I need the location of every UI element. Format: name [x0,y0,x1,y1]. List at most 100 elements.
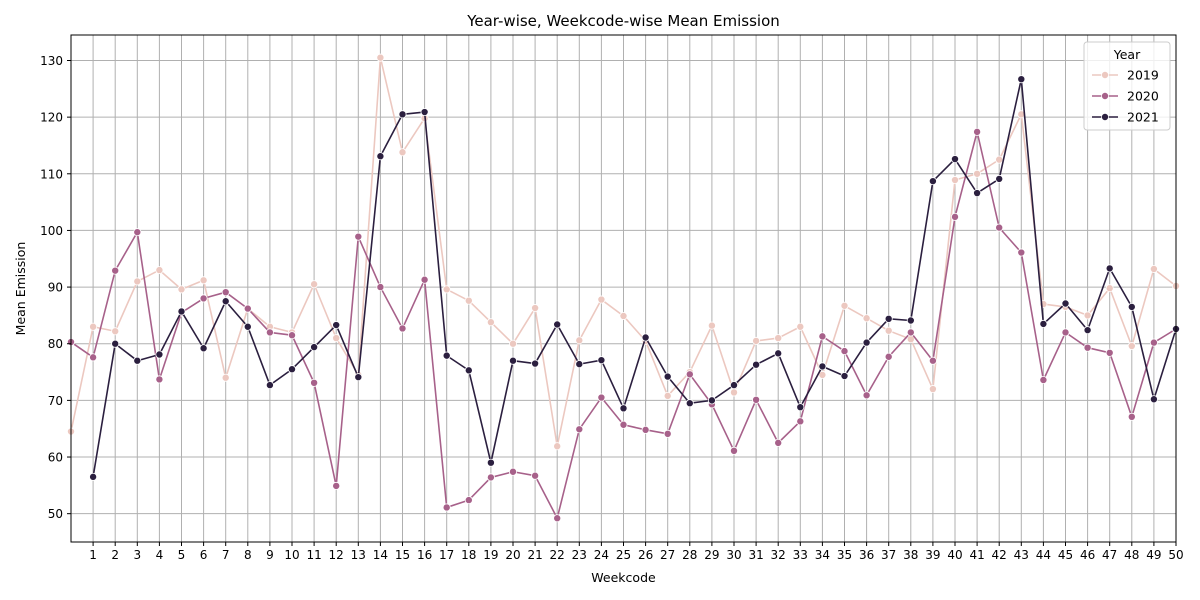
x-tick-label: 21 [527,548,542,562]
legend-marker [1101,92,1110,101]
x-tick-label: 26 [638,548,653,562]
data-point-2019 [951,176,960,185]
data-point-2021 [862,338,871,347]
data-point-2020 [906,328,915,337]
data-point-2019 [730,388,739,397]
legend-box [1083,41,1171,131]
data-point-2019 [155,266,164,275]
data-point-2019 [1105,284,1114,293]
x-tick-label: 39 [925,548,940,562]
x-tick-label: 23 [572,548,587,562]
x-tick-label: 43 [1014,548,1029,562]
y-tick-label: 110 [40,167,63,181]
data-point-2020 [641,425,650,434]
data-point-2020 [508,467,517,476]
legend-label: 2021 [1127,110,1159,125]
y-tick-label: 70 [48,394,63,408]
data-point-2021 [663,372,672,381]
data-point-2019 [531,304,540,313]
x-tick-label: 41 [969,548,984,562]
data-point-2021 [177,307,186,316]
legend-title: Year [1113,47,1141,62]
x-axis-title: Weekcode [591,570,656,585]
series-2020 [67,127,1181,523]
data-point-2020 [951,212,960,221]
data-point-2020 [155,375,164,384]
data-point-2020 [265,328,274,337]
x-tick-label: 31 [748,548,763,562]
y-tick-label: 100 [40,224,63,238]
series-line-2021 [92,78,1177,477]
data-point-2021 [1017,75,1026,84]
data-point-2021 [1105,264,1114,273]
series-2021 [89,75,1181,481]
data-point-2021 [133,356,142,365]
x-tick-label: 10 [284,548,299,562]
x-tick-label: 27 [660,548,675,562]
data-point-2020 [1127,412,1136,421]
data-point-2021 [398,110,407,119]
data-point-2020 [619,420,628,429]
data-point-2020 [376,283,385,292]
data-point-2020 [663,429,672,438]
x-tick-label: 18 [461,548,476,562]
x-tick-label: 1 [89,548,97,562]
data-point-2019 [464,296,473,305]
data-point-2020 [287,331,296,340]
x-tick-label: 28 [682,548,697,562]
data-point-2020 [332,481,341,490]
data-point-2019 [597,295,606,304]
data-point-2019 [818,370,827,379]
x-tick-label: 13 [351,548,366,562]
y-tick-label: 80 [48,337,63,351]
data-point-2021 [221,297,230,306]
x-tick-label: 36 [859,548,874,562]
data-point-2021 [89,472,98,481]
data-point-2020 [133,228,142,237]
data-point-2019 [752,336,761,345]
chart-title: Year-wise, Weekcode-wise Mean Emission [466,12,780,30]
x-tick-label: 4 [156,548,164,562]
x-tick-label: 16 [417,548,432,562]
y-axis-title: Mean Emission [13,242,28,336]
y-tick-label: 120 [40,111,63,125]
data-point-2021 [884,314,893,323]
data-point-2019 [619,311,628,320]
data-point-2021 [442,351,451,360]
data-point-2021 [111,339,120,348]
data-point-2019 [89,322,98,331]
x-tick-label: 30 [726,548,741,562]
data-point-2019 [707,321,716,330]
x-tick-label: 38 [903,548,918,562]
data-point-2021 [641,333,650,342]
data-point-2019 [486,318,495,327]
data-point-2019 [575,336,584,345]
data-point-2021 [752,360,761,369]
data-point-2021 [774,349,783,358]
data-point-2021 [332,321,341,330]
data-point-2021 [553,320,562,329]
data-point-2019 [663,391,672,400]
data-point-2020 [243,304,252,313]
x-tick-label: 45 [1058,548,1073,562]
series-group [67,53,1181,523]
data-point-2021 [995,174,1004,183]
data-point-2021 [199,344,208,353]
legend-entry-2021: 2021 [1092,110,1159,125]
data-point-2021 [906,316,915,325]
data-point-2021 [1149,395,1158,404]
data-point-2019 [995,155,1004,164]
x-tick-label: 7 [222,548,230,562]
data-point-2019 [884,326,893,335]
legend-entry-2019: 2019 [1092,68,1159,83]
data-point-2019 [398,148,407,157]
data-point-2021 [685,399,694,408]
x-tick-label: 34 [815,548,830,562]
data-point-2021 [1127,302,1136,311]
x-tick-label: 17 [439,548,454,562]
y-tick-label: 50 [48,507,63,521]
data-point-2021 [575,360,584,369]
data-point-2021 [155,350,164,359]
data-point-2021 [796,403,805,412]
